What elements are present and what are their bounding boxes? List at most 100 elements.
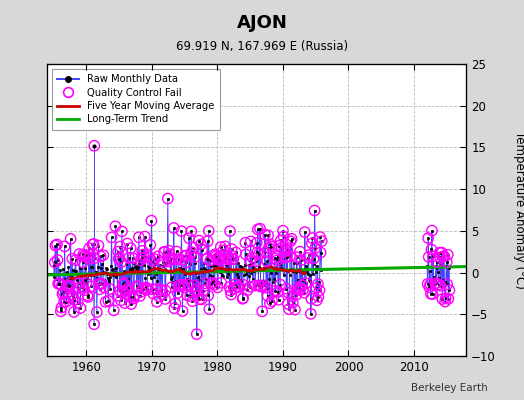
Point	[266, 241, 275, 248]
Point	[209, 280, 217, 286]
Point	[60, 243, 69, 250]
Point	[424, 235, 432, 241]
Point	[180, 253, 188, 259]
Point	[82, 252, 90, 259]
Point	[115, 255, 123, 262]
Point	[56, 280, 64, 287]
Point	[167, 284, 176, 290]
Point	[191, 254, 199, 260]
Point	[165, 248, 173, 254]
Point	[235, 284, 244, 290]
Point	[211, 282, 219, 288]
Point	[125, 254, 133, 261]
Point	[288, 293, 297, 300]
Point	[117, 297, 125, 304]
Point	[183, 292, 191, 298]
Point	[252, 258, 260, 264]
Point	[248, 254, 257, 261]
Point	[238, 296, 247, 302]
Point	[70, 297, 79, 303]
Point	[143, 287, 151, 293]
Point	[165, 251, 173, 257]
Point	[123, 288, 131, 294]
Point	[174, 283, 182, 289]
Point	[125, 294, 134, 300]
Text: Berkeley Earth: Berkeley Earth	[411, 383, 487, 393]
Point	[79, 259, 87, 266]
Point	[316, 249, 325, 256]
Text: 69.919 N, 167.969 E (Russia): 69.919 N, 167.969 E (Russia)	[176, 40, 348, 53]
Point	[314, 294, 323, 300]
Point	[307, 311, 315, 317]
Point	[77, 305, 85, 311]
Point	[261, 231, 269, 238]
Point	[194, 293, 203, 299]
Point	[96, 280, 104, 287]
Point	[445, 287, 454, 293]
Point	[146, 242, 155, 248]
Point	[129, 294, 138, 300]
Point	[134, 284, 143, 290]
Point	[427, 246, 435, 253]
Point	[276, 282, 285, 288]
Point	[215, 256, 223, 263]
Point	[210, 252, 218, 258]
Point	[316, 234, 324, 240]
Point	[137, 255, 146, 261]
Point	[65, 283, 73, 289]
Point	[233, 284, 241, 290]
Point	[280, 248, 289, 255]
Point	[73, 300, 82, 306]
Point	[429, 253, 437, 260]
Point	[177, 282, 185, 288]
Point	[163, 195, 172, 202]
Point	[186, 293, 194, 300]
Point	[82, 280, 91, 286]
Point	[438, 250, 446, 256]
Point	[159, 259, 168, 265]
Point	[311, 245, 319, 251]
Point	[117, 259, 126, 265]
Point	[243, 287, 252, 293]
Point	[180, 284, 189, 290]
Point	[310, 207, 319, 214]
Point	[193, 288, 201, 295]
Point	[208, 280, 216, 287]
Point	[197, 241, 205, 247]
Point	[291, 306, 299, 313]
Point	[101, 299, 110, 305]
Point	[292, 292, 300, 298]
Point	[97, 281, 106, 287]
Point	[58, 282, 66, 289]
Point	[161, 287, 170, 294]
Point	[91, 255, 99, 261]
Point	[287, 238, 295, 244]
Point	[120, 280, 128, 286]
Point	[273, 257, 281, 264]
Point	[147, 218, 156, 224]
Point	[149, 290, 157, 296]
Point	[123, 240, 132, 247]
Point	[285, 306, 293, 312]
Point	[192, 331, 201, 337]
Point	[242, 251, 250, 258]
Point	[203, 256, 211, 262]
Point	[199, 288, 208, 294]
Point	[190, 282, 198, 289]
Point	[136, 257, 145, 264]
Point	[51, 242, 60, 249]
Point	[275, 242, 283, 249]
Point	[171, 300, 180, 306]
Point	[313, 297, 321, 304]
Point	[436, 254, 444, 261]
Point	[217, 258, 226, 264]
Point	[296, 286, 304, 292]
Point	[119, 281, 127, 288]
Point	[432, 280, 441, 286]
Point	[85, 245, 93, 251]
Point	[216, 244, 225, 250]
Point	[239, 295, 247, 301]
Point	[206, 257, 214, 264]
Point	[214, 254, 223, 260]
Point	[281, 241, 290, 247]
